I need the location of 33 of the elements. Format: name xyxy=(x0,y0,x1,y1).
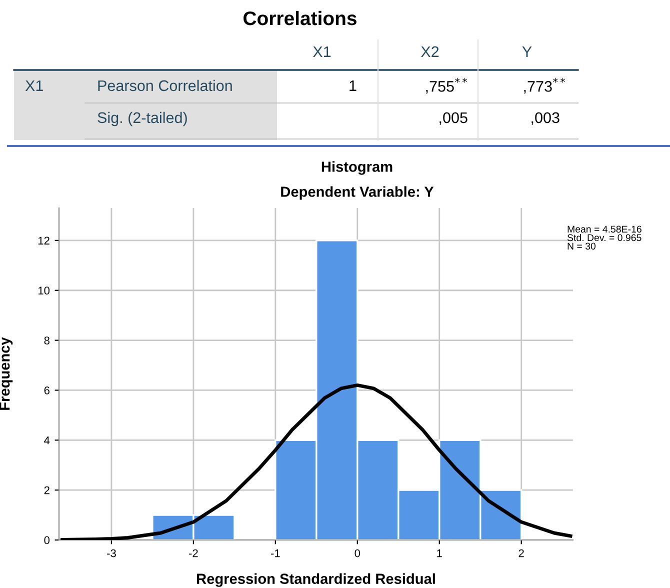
text: ,755$^{**}$ xyxy=(426,78,468,94)
annotation: Std. Dev. = 0.965 xyxy=(567,234,642,242)
y-tick-label: 0 xyxy=(44,536,50,544)
line-series xyxy=(60,384,572,540)
y-tick-label: 4 xyxy=(44,436,50,444)
x-axis-title: Regression Standardized Residual xyxy=(197,573,435,587)
x-tick-label: 0 xyxy=(354,549,360,558)
chart-subtitle: Dependent Variable: Y xyxy=(281,186,434,200)
text: X1 xyxy=(313,46,331,57)
text: ,003 xyxy=(532,112,560,125)
text: 1 xyxy=(350,80,356,91)
annotation: N = 30 xyxy=(568,242,596,250)
text: Y xyxy=(522,46,532,57)
text: X2 xyxy=(421,46,439,57)
y-tick-label: 12 xyxy=(38,236,50,244)
y-tick-label: 10 xyxy=(38,286,50,295)
text: Correlations xyxy=(244,10,356,26)
y-tick-label: 6 xyxy=(44,386,50,394)
x-tick-label: -1 xyxy=(270,549,280,558)
text: ,773$^{**}$ xyxy=(524,78,566,94)
y-axis-title: Frequency xyxy=(0,337,13,410)
chart-title: Histogram xyxy=(322,161,392,175)
text: X1 xyxy=(25,80,43,91)
x-tick-label: -2 xyxy=(188,549,198,558)
annotation: Mean = 4.58E-16 xyxy=(568,226,642,233)
text: Pearson Correlation xyxy=(98,80,232,92)
text: Sig. (2-tailed) xyxy=(98,112,187,126)
text: ,005 xyxy=(440,112,468,125)
y-tick-label: 8 xyxy=(44,336,50,344)
y-tick-label: 2 xyxy=(44,486,50,494)
x-tick-label: -3 xyxy=(107,549,116,558)
x-tick-label: 2 xyxy=(518,549,524,558)
x-tick-label: 1 xyxy=(437,549,442,558)
